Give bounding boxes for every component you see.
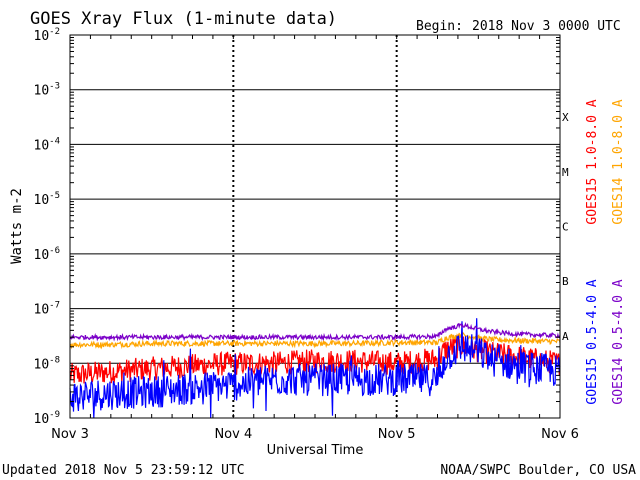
y-tick-exponent: -7 — [49, 301, 60, 311]
y-tick-exponent: -4 — [49, 136, 60, 146]
footer-credit: NOAA/SWPC Boulder, CO USA — [440, 463, 636, 478]
x-tick-label: Nov 4 — [214, 427, 252, 442]
flare-class-label: C — [562, 221, 569, 234]
y-tick-exponent: -3 — [49, 82, 60, 92]
y-tick-base: 10 — [34, 303, 50, 318]
legend-entry: GOES14 0.5-4.0 A — [611, 279, 626, 404]
series-layer — [69, 318, 561, 419]
flare-class-label: A — [562, 330, 569, 343]
y-tick-exponent: -9 — [49, 410, 60, 420]
y-tick-exponent: -2 — [49, 27, 60, 37]
y-tick-base: 10 — [34, 193, 50, 208]
x-tick-label: Nov 5 — [378, 427, 416, 442]
x-axis-label: Universal Time — [267, 443, 364, 458]
chart-title: GOES Xray Flux (1-minute data) — [30, 9, 337, 29]
legend-entry: GOES14 1.0-8.0 A — [611, 99, 626, 224]
flare-class-label: B — [562, 275, 569, 288]
series-line-3 — [69, 321, 561, 342]
y-tick-label: 10-3 — [34, 82, 61, 99]
y-tick-label: 10-6 — [34, 246, 61, 263]
y-tick-exponent: -5 — [49, 191, 60, 201]
y-tick-label: 10-8 — [34, 355, 61, 372]
x-tick-label: Nov 3 — [51, 427, 89, 442]
grid-layer — [70, 35, 560, 418]
y-tick-label: 10-7 — [34, 301, 61, 318]
y-tick-exponent: -8 — [49, 355, 60, 365]
series-line-1 — [69, 331, 561, 350]
legend: GOES15 1.0-8.0 A GOES14 1.0-8.0 A GOES15 0… — [585, 99, 626, 404]
y-tick-label: 10-4 — [34, 136, 61, 153]
begin-value: 2018 Nov 3 0000 UTC — [472, 19, 621, 34]
y-tick-base: 10 — [34, 248, 50, 263]
y-tick-base: 10 — [34, 412, 50, 427]
y-tick-base: 10 — [34, 84, 50, 99]
flare-class-label: M — [562, 166, 569, 179]
x-tick-label: Nov 6 — [541, 427, 579, 442]
y-tick-base: 10 — [34, 138, 50, 153]
y-tick-label: 10-9 — [34, 410, 61, 427]
legend-entry: GOES15 1.0-8.0 A — [585, 99, 600, 224]
series-line-2 — [69, 318, 561, 419]
footer-updated: Updated 2018 Nov 5 23:59:12 UTC — [2, 463, 245, 478]
y-axis-label: Watts m-2 — [9, 188, 25, 264]
legend-entry: GOES15 0.5-4.0 A — [585, 279, 600, 404]
y-tick-exponent: -6 — [49, 246, 60, 256]
flare-class-label: X — [562, 111, 569, 124]
y-tick-base: 10 — [34, 29, 50, 44]
y-tick-label: 10-2 — [34, 27, 61, 44]
y-tick-label: 10-5 — [34, 191, 61, 208]
y-tick-base: 10 — [34, 357, 50, 372]
begin-label: Begin: — [416, 19, 463, 34]
